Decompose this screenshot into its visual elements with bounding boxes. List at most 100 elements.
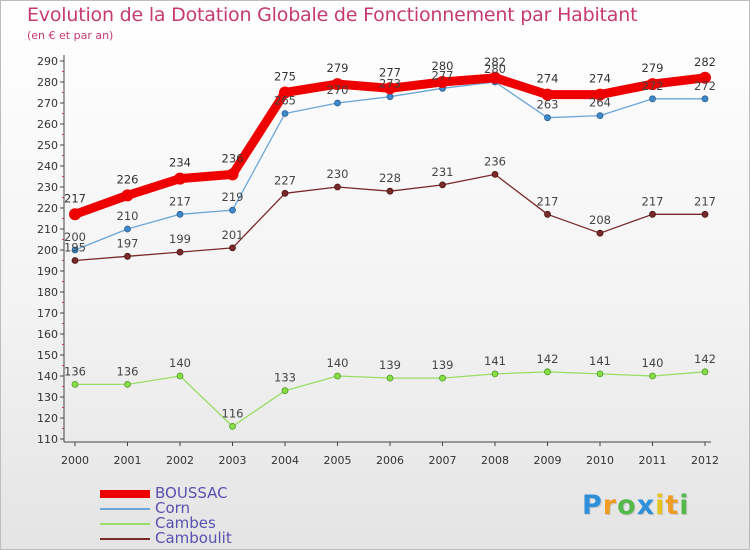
x-tick-label: 2004 <box>271 454 299 467</box>
data-point-corn <box>124 225 131 233</box>
data-label-camboulit: 228 <box>379 171 401 185</box>
x-tick-label: 2006 <box>376 454 404 467</box>
data-label-camboulit: 236 <box>484 154 506 168</box>
data-label-boussac: 274 <box>537 72 559 86</box>
data-label-boussac: 282 <box>694 55 716 69</box>
data-label-cambes: 116 <box>222 406 244 420</box>
data-label-cambes: 139 <box>379 358 401 372</box>
data-point-camboulit <box>701 210 709 218</box>
data-point-camboulit <box>229 244 236 252</box>
data-label-boussac: 234 <box>169 156 191 170</box>
data-point-boussac <box>594 88 606 101</box>
data-point-camboulit <box>596 229 604 237</box>
data-point-cambes <box>334 372 341 380</box>
proxiti-logo: Proxiti <box>582 490 690 521</box>
data-point-cambes <box>491 370 499 378</box>
data-point-corn <box>281 110 289 117</box>
y-tick-label: 170 <box>37 307 58 320</box>
data-point-boussac <box>279 86 291 99</box>
data-label-cambes: 140 <box>169 356 191 370</box>
data-point-boussac <box>436 76 449 88</box>
data-point-boussac <box>541 88 554 101</box>
data-label-cambes: 136 <box>117 364 139 378</box>
data-label-camboulit: 227 <box>274 173 296 187</box>
legend-swatch-camboulit <box>100 538 150 540</box>
data-label-camboulit: 199 <box>169 232 191 246</box>
y-tick-label: 110 <box>37 433 58 446</box>
data-label-corn: 280 <box>484 62 506 76</box>
data-label-boussac: 279 <box>642 61 664 75</box>
y-tick-label: 120 <box>37 412 58 425</box>
data-point-cambes <box>281 387 289 395</box>
data-label-cambes: 133 <box>274 371 296 385</box>
data-label-corn: 217 <box>169 194 191 208</box>
data-point-cambes <box>176 372 184 380</box>
data-point-camboulit <box>439 181 446 189</box>
data-label-boussac: 217 <box>64 191 86 205</box>
data-label-boussac: 280 <box>432 59 454 73</box>
data-point-cambes <box>701 368 709 376</box>
data-point-cambes <box>649 372 656 380</box>
data-label-camboulit: 231 <box>432 165 454 179</box>
legend-swatch-corn <box>100 508 150 510</box>
data-point-cambes <box>596 370 604 378</box>
data-point-cambes <box>229 422 236 430</box>
x-tick-label: 2012 <box>691 454 719 467</box>
data-point-boussac <box>699 71 711 84</box>
data-point-boussac <box>226 168 239 181</box>
data-point-camboulit <box>544 210 551 218</box>
data-label-boussac: 226 <box>117 172 139 186</box>
y-tick-label: 260 <box>37 118 58 131</box>
y-tick-label: 130 <box>37 391 58 404</box>
y-tick-label: 270 <box>37 97 58 110</box>
data-point-corn <box>596 112 604 119</box>
data-point-corn <box>71 246 79 254</box>
data-label-boussac: 279 <box>327 61 349 75</box>
data-point-corn <box>229 206 236 214</box>
series-points <box>69 71 711 430</box>
legend-label-boussac: BOUSSAC <box>155 484 228 502</box>
y-tick-label: 250 <box>37 139 58 152</box>
legend-label-camboulit: Camboulit <box>155 529 232 547</box>
y-tick-label: 200 <box>37 244 58 257</box>
data-point-camboulit <box>176 248 184 256</box>
data-label-boussac: 282 <box>484 55 506 69</box>
data-label-camboulit: 217 <box>642 194 664 208</box>
logo-letter: o <box>617 490 637 521</box>
data-label-corn: 273 <box>379 77 401 91</box>
data-label-camboulit: 230 <box>327 167 349 181</box>
data-point-cambes <box>71 380 79 388</box>
data-label-camboulit: 201 <box>222 228 244 242</box>
data-point-camboulit <box>124 252 131 260</box>
data-label-corn: 272 <box>694 79 716 93</box>
data-label-corn: 277 <box>432 68 454 82</box>
logo-letter: i <box>655 490 666 521</box>
logo-letter: t <box>665 490 680 521</box>
data-label-boussac: 236 <box>222 151 244 165</box>
x-tick-label: 2001 <box>114 454 142 467</box>
y-tick-label: 160 <box>37 328 58 341</box>
data-point-boussac <box>121 189 134 202</box>
x-tick-label: 2008 <box>481 454 509 467</box>
data-label-cambes: 142 <box>537 352 559 366</box>
x-tick-label: 2003 <box>219 454 247 467</box>
data-point-boussac <box>331 78 344 91</box>
data-point-corn <box>334 99 341 107</box>
x-tick-label: 2005 <box>324 454 352 467</box>
chart-axes: 110 120 130 140 150 160 170 180 190 200 210 220 230 2… <box>37 55 719 467</box>
x-tick-label: 2010 <box>586 454 614 467</box>
data-label-cambes: 141 <box>484 354 506 368</box>
data-label-boussac: 277 <box>379 65 401 79</box>
y-tick-label: 220 <box>37 202 58 215</box>
logo-letter: i <box>679 490 690 521</box>
y-tick-label: 230 <box>37 181 58 194</box>
data-label-camboulit: 217 <box>694 194 716 208</box>
y-tick-label: 240 <box>37 160 58 173</box>
logo-letter: x <box>636 490 656 521</box>
legend-swatch-cambes <box>100 523 150 525</box>
data-point-cambes <box>124 380 131 388</box>
data-label-cambes: 140 <box>642 356 664 370</box>
data-label-corn: 210 <box>117 209 139 223</box>
